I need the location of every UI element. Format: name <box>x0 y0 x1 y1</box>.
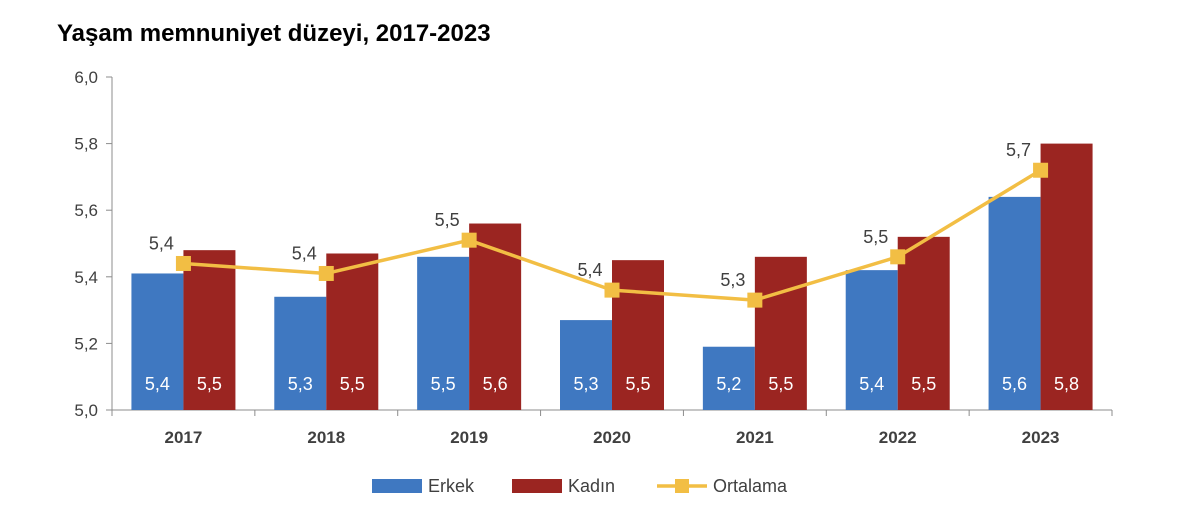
average-data-label: 5,5 <box>863 227 888 247</box>
bar-data-label: 5,3 <box>288 374 313 394</box>
bar-kadn <box>326 253 379 410</box>
bar-kadn <box>897 236 950 410</box>
bar-data-label: 5,5 <box>768 374 793 394</box>
average-data-label: 5,4 <box>149 233 174 253</box>
legend-label: Ortalama <box>713 476 788 496</box>
bar-erkek <box>274 296 327 410</box>
bar-data-label: 5,6 <box>483 374 508 394</box>
average-marker <box>1033 162 1049 178</box>
chart-title: Yaşam memnuniyet düzeyi, 2017-2023 <box>57 20 491 47</box>
bar-kadn <box>1040 143 1093 410</box>
average-marker <box>175 255 191 271</box>
bar-data-label: 5,8 <box>1054 374 1079 394</box>
bar-data-label: 5,5 <box>340 374 365 394</box>
average-data-label: 5,4 <box>577 260 602 280</box>
x-tick-label: 2017 <box>165 428 203 447</box>
y-tick-label: 5,0 <box>74 401 98 420</box>
average-data-label: 5,3 <box>720 270 745 290</box>
legend-marker <box>675 479 689 493</box>
bar-data-label: 5,2 <box>716 374 741 394</box>
average-marker <box>461 232 477 248</box>
x-tick-label: 2021 <box>736 428 774 447</box>
bar-data-label: 5,3 <box>573 374 598 394</box>
bar-data-label: 5,4 <box>145 374 170 394</box>
average-marker <box>318 265 334 281</box>
x-tick-label: 2020 <box>593 428 631 447</box>
y-tick-label: 5,2 <box>74 334 98 353</box>
legend-label: Erkek <box>428 476 475 496</box>
average-data-label: 5,5 <box>435 210 460 230</box>
bar-data-label: 5,5 <box>911 374 936 394</box>
average-marker <box>890 249 906 265</box>
bar-data-label: 5,6 <box>1002 374 1027 394</box>
bar-data-label: 5,5 <box>431 374 456 394</box>
bar-data-label: 5,4 <box>859 374 884 394</box>
x-tick-label: 2022 <box>879 428 917 447</box>
bar-erkek <box>417 256 470 410</box>
y-tick-label: 5,4 <box>74 268 98 287</box>
bar-data-label: 5,5 <box>197 374 222 394</box>
average-data-label: 5,7 <box>1006 140 1031 160</box>
x-tick-label: 2023 <box>1022 428 1060 447</box>
bar-erkek <box>560 320 612 410</box>
bar-erkek <box>845 270 898 410</box>
bar-kadn <box>612 260 664 410</box>
legend-swatch <box>372 479 422 493</box>
bar-kadn <box>754 256 807 410</box>
y-tick-label: 6,0 <box>74 68 98 87</box>
legend-label: Kadın <box>568 476 615 496</box>
legend-swatch <box>512 479 562 493</box>
bar-erkek <box>131 273 184 410</box>
average-data-label: 5,4 <box>292 243 317 263</box>
bar-data-label: 5,5 <box>625 374 650 394</box>
average-marker <box>747 292 763 308</box>
bar-erkek <box>988 196 1041 410</box>
bar-erkek <box>702 346 755 410</box>
x-tick-label: 2018 <box>307 428 345 447</box>
x-tick-label: 2019 <box>450 428 488 447</box>
average-marker <box>604 282 620 298</box>
bar-kadn <box>183 250 236 410</box>
y-tick-label: 5,8 <box>74 135 98 154</box>
y-tick-label: 5,6 <box>74 201 98 220</box>
